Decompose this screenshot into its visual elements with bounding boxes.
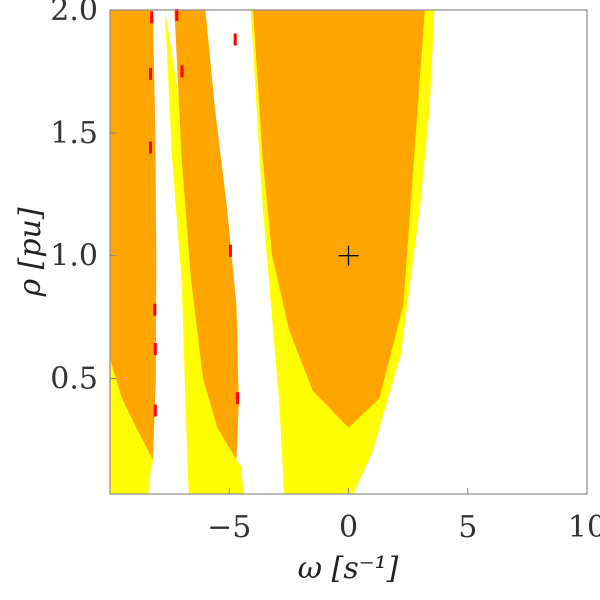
- x-tick-label: 10: [568, 510, 600, 545]
- red-speck-8: [233, 33, 237, 46]
- y-axis-label: ρ [pu]: [13, 207, 48, 297]
- red-speck-10: [236, 392, 240, 405]
- marker-layer: [338, 245, 359, 266]
- red-speck-2: [149, 141, 152, 154]
- yellow-region-4: [164, 10, 244, 494]
- x-tick-label: 5: [458, 510, 477, 545]
- orange-region-1: [174, 10, 239, 460]
- y-tick-label: 1.5: [50, 116, 98, 151]
- red-speck-1: [149, 67, 152, 80]
- red-speck-9: [228, 244, 232, 257]
- y-axis-ticks: 0.5 1.0 1.5 2.0: [50, 0, 116, 397]
- orange-region-0: [110, 10, 157, 460]
- plot-area: [109, 8, 588, 495]
- red-speck-5: [153, 404, 157, 417]
- red-speck-6: [175, 8, 179, 21]
- regions-layer: [110, 10, 435, 494]
- x-axis-label: ω [s⁻¹]: [298, 551, 399, 586]
- x-tick-label: −5: [207, 510, 251, 545]
- red-speck-0: [150, 11, 154, 24]
- orange-region-2: [253, 10, 425, 428]
- red-speck-4: [153, 343, 157, 355]
- y-tick-label: 2.0: [50, 0, 98, 28]
- x-tick-label: 0: [339, 510, 358, 545]
- red-specks-layer: [149, 8, 240, 417]
- x-axis-ticks: −5 0 5 10: [207, 488, 600, 545]
- red-speck-3: [153, 303, 157, 316]
- red-speck-7: [180, 65, 184, 78]
- plus-marker: [338, 245, 359, 266]
- y-tick-label: 1.0: [50, 239, 98, 274]
- y-tick-label: 0.5: [50, 362, 98, 397]
